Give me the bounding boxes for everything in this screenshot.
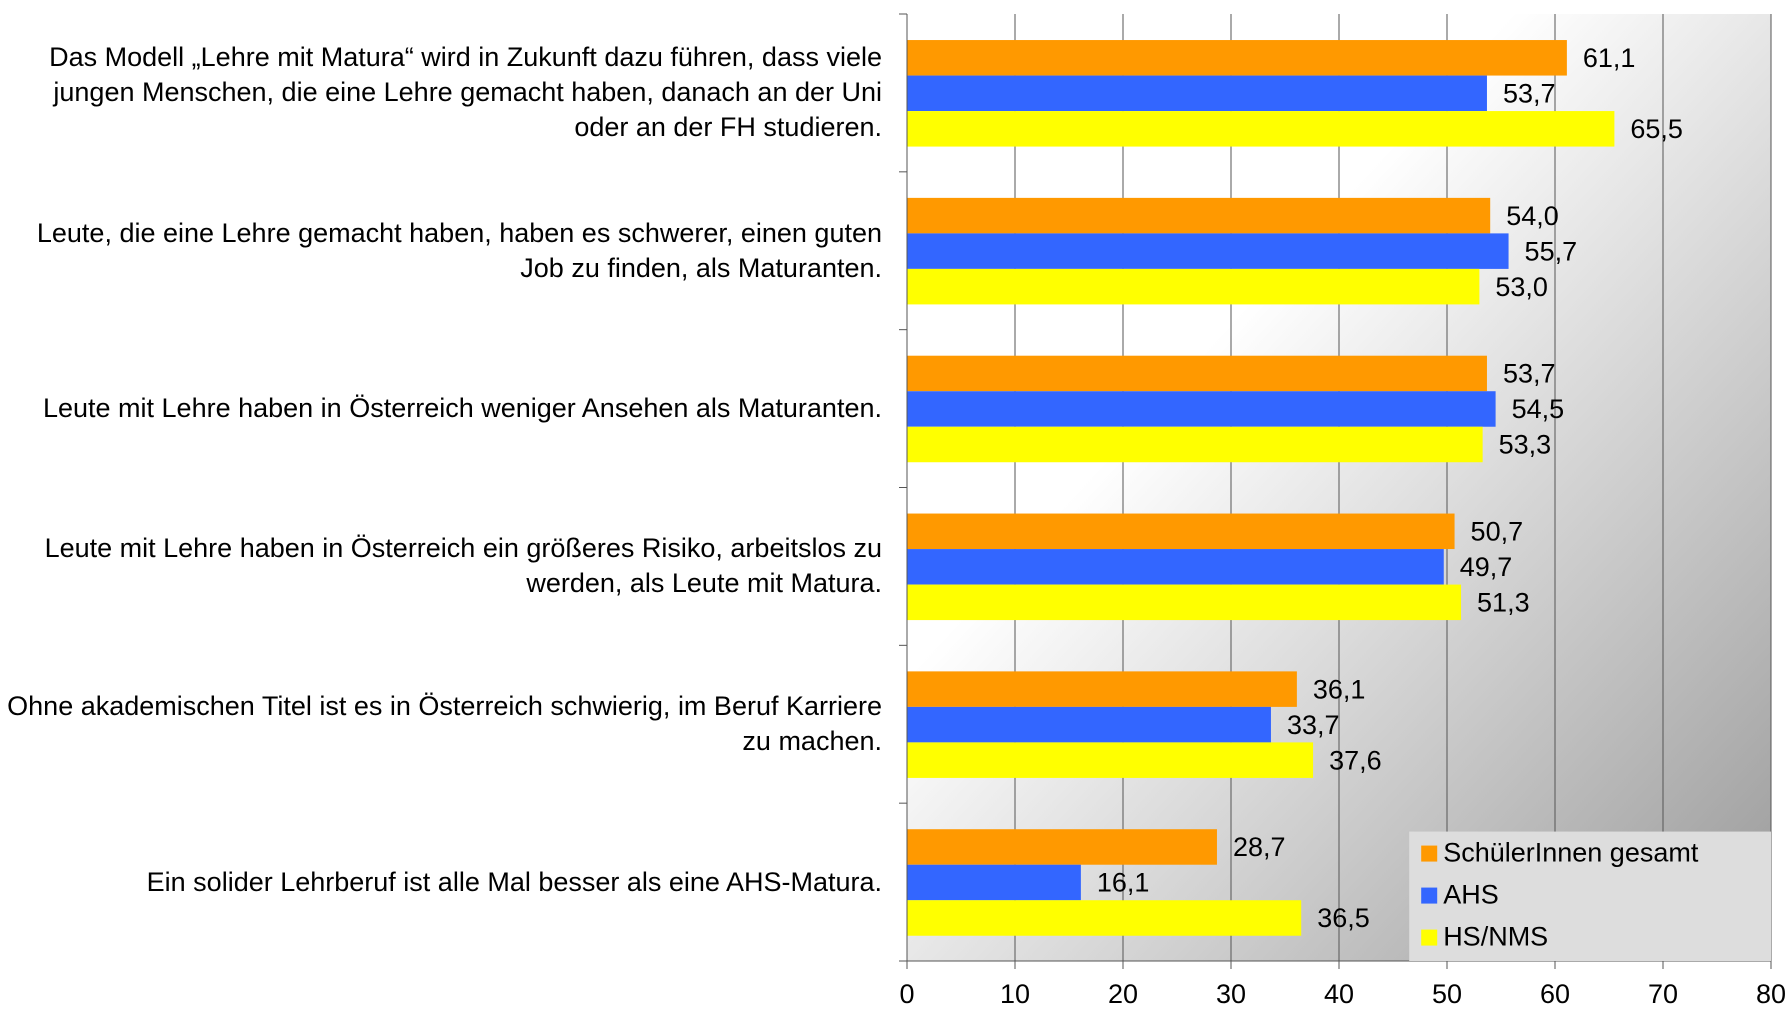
data-label: 54,0	[1506, 201, 1559, 231]
bar	[907, 111, 1615, 147]
bar	[907, 268, 1480, 305]
data-label: 49,7	[1460, 552, 1513, 582]
bar	[907, 706, 1271, 743]
x-tick-label: 30	[1216, 979, 1246, 1009]
legend-swatch	[1421, 887, 1438, 904]
data-label: 53,7	[1503, 359, 1556, 389]
data-label: 28,7	[1233, 832, 1286, 862]
category-text: Leute, die eine Lehre gemacht haben, hab…	[36, 217, 882, 283]
legend-swatch	[1421, 929, 1438, 946]
data-label: 16,1	[1097, 868, 1150, 898]
category-text: Ohne akademischen Titel ist es in Österr…	[7, 691, 882, 757]
data-label: 53,0	[1495, 272, 1548, 302]
category-label: Das Modell „Lehre mit Matura“ wird in Zu…	[0, 14, 882, 172]
data-label: 37,6	[1329, 745, 1382, 775]
x-tick-label: 20	[1108, 979, 1138, 1009]
data-label: 61,1	[1583, 43, 1636, 73]
category-text: Das Modell „Lehre mit Matura“ wird in Zu…	[49, 42, 882, 143]
category-label: Ohne akademischen Titel ist es in Österr…	[0, 645, 882, 803]
x-tick-label: 0	[899, 979, 914, 1009]
bar	[907, 584, 1462, 621]
bar	[907, 75, 1487, 112]
data-label: 33,7	[1287, 710, 1340, 740]
bar	[907, 829, 1217, 865]
data-label: 53,3	[1499, 430, 1552, 460]
data-label: 36,5	[1317, 903, 1370, 933]
x-tick-label: 60	[1540, 979, 1570, 1009]
x-tick-label: 40	[1324, 979, 1354, 1009]
legend-swatch	[1421, 845, 1438, 862]
data-label: 65,5	[1630, 114, 1683, 144]
x-tick-label: 10	[1000, 979, 1030, 1009]
bar	[907, 391, 1496, 427]
data-label: 53,7	[1503, 78, 1556, 108]
legend-label: AHS	[1443, 880, 1499, 910]
category-text: Leute mit Lehre haben in Österreich weni…	[42, 393, 882, 424]
data-label: 54,5	[1512, 394, 1565, 424]
bar	[907, 513, 1455, 550]
bar	[907, 355, 1487, 392]
bar	[907, 900, 1302, 936]
bar	[907, 671, 1297, 707]
category-label: Leute mit Lehre haben in Österreich weni…	[0, 330, 882, 488]
category-text: Ein solider Lehrberuf ist alle Mal besse…	[146, 866, 882, 897]
legend-box	[1409, 831, 1771, 961]
bar	[907, 197, 1491, 234]
legend-label: HS/NMS	[1443, 922, 1548, 952]
x-tick-label: 80	[1756, 979, 1786, 1009]
bar	[907, 40, 1567, 76]
bar	[907, 864, 1081, 901]
bar	[907, 426, 1483, 463]
x-tick-label: 70	[1648, 979, 1678, 1009]
legend-label: SchülerInnen gesamt	[1443, 838, 1699, 868]
data-label: 55,7	[1525, 236, 1578, 266]
category-label: Leute mit Lehre haben in Österreich ein …	[0, 488, 882, 646]
data-label: 51,3	[1477, 587, 1530, 617]
bar	[907, 742, 1314, 778]
bar	[907, 549, 1444, 585]
data-label: 36,1	[1313, 674, 1366, 704]
bar	[907, 233, 1509, 269]
data-label: 50,7	[1471, 516, 1524, 546]
category-text: Leute mit Lehre haben in Österreich ein …	[44, 533, 882, 599]
category-label: Ein solider Lehrberuf ist alle Mal besse…	[0, 803, 882, 961]
x-tick-label: 50	[1432, 979, 1462, 1009]
category-label: Leute, die eine Lehre gemacht haben, hab…	[0, 172, 882, 330]
